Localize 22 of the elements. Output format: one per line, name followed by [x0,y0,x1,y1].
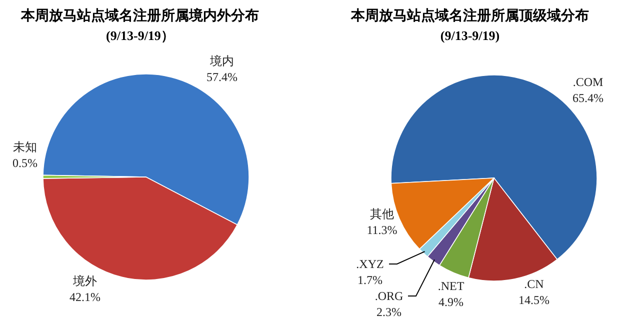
data-label: 57.4% [206,70,238,84]
data-label: 14.5% [518,293,550,307]
slice-label: .ORG [374,289,404,303]
data-label: 4.9% [438,295,464,309]
chart-subtitle: (9/13-9/19) [440,28,500,43]
slice-label: 未知 [13,140,37,154]
data-label: 11.3% [366,223,398,237]
slice-label: .XYZ [356,257,384,271]
slice-label: 其他 [370,207,394,221]
slice-label: 境外 [72,274,97,288]
slice-label: .NET [438,279,465,293]
chart-title: 本周放马站点域名注册所属顶级域分布 [350,7,589,24]
data-label: 1.7% [358,273,382,287]
chart-title: 本周放马站点域名注册所属境内外分布 [20,7,259,24]
slice-label: 境内 [209,54,234,68]
slice-label: .COM [572,75,604,89]
data-label: 2.3% [376,305,402,319]
data-label: 42.1% [70,290,100,304]
slice-label: .CN [524,277,544,291]
data-label: 65.4% [572,91,604,105]
data-label: 0.5% [12,156,38,170]
chart-subtitle: (9/13-9/19） [106,28,174,43]
